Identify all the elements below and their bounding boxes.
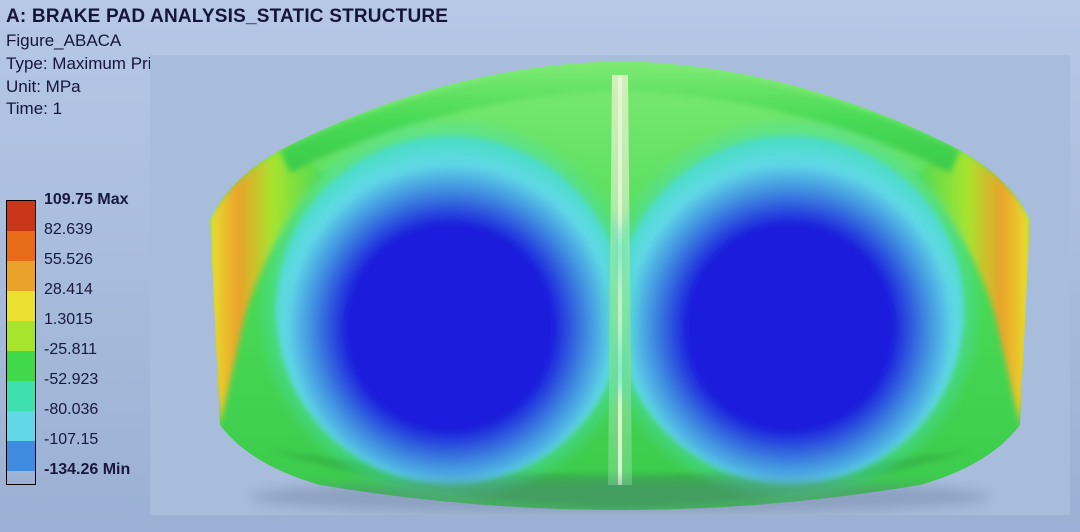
legend-swatch bbox=[7, 441, 35, 471]
legend-swatch bbox=[7, 321, 35, 351]
legend-label: 109.75 Max bbox=[44, 185, 130, 215]
legend-label: -107.15 bbox=[44, 425, 130, 455]
stress-pocket-left bbox=[275, 135, 625, 485]
legend-swatch bbox=[7, 351, 35, 381]
color-legend: 109.75 Max82.63955.52628.4141.3015-25.81… bbox=[6, 200, 130, 485]
legend-label: -52.923 bbox=[44, 365, 130, 395]
legend-swatch bbox=[7, 261, 35, 291]
legend-label: 1.3015 bbox=[44, 305, 130, 335]
legend-label: 28.414 bbox=[44, 275, 130, 305]
legend-label: -134.26 Min bbox=[44, 455, 130, 485]
legend-label: -25.811 bbox=[44, 335, 130, 365]
stress-pocket-right bbox=[615, 135, 965, 485]
legend-swatch bbox=[7, 201, 35, 231]
legend-label: 55.526 bbox=[44, 245, 130, 275]
legend-bar bbox=[6, 200, 36, 485]
model-render[interactable] bbox=[150, 55, 1070, 515]
legend-swatch bbox=[7, 291, 35, 321]
legend-swatch bbox=[7, 231, 35, 261]
legend-swatch bbox=[7, 381, 35, 411]
figure-name: Figure_ABACA bbox=[6, 30, 448, 53]
legend-swatch bbox=[7, 411, 35, 441]
legend-label: -80.036 bbox=[44, 395, 130, 425]
legend-labels: 109.75 Max82.63955.52628.4141.3015-25.81… bbox=[44, 185, 130, 485]
legend-label: 82.639 bbox=[44, 215, 130, 245]
fea-viewport[interactable]: A: BRAKE PAD ANALYSIS_STATIC STRUCTURE F… bbox=[0, 0, 1080, 532]
analysis-title: A: BRAKE PAD ANALYSIS_STATIC STRUCTURE bbox=[6, 4, 448, 30]
